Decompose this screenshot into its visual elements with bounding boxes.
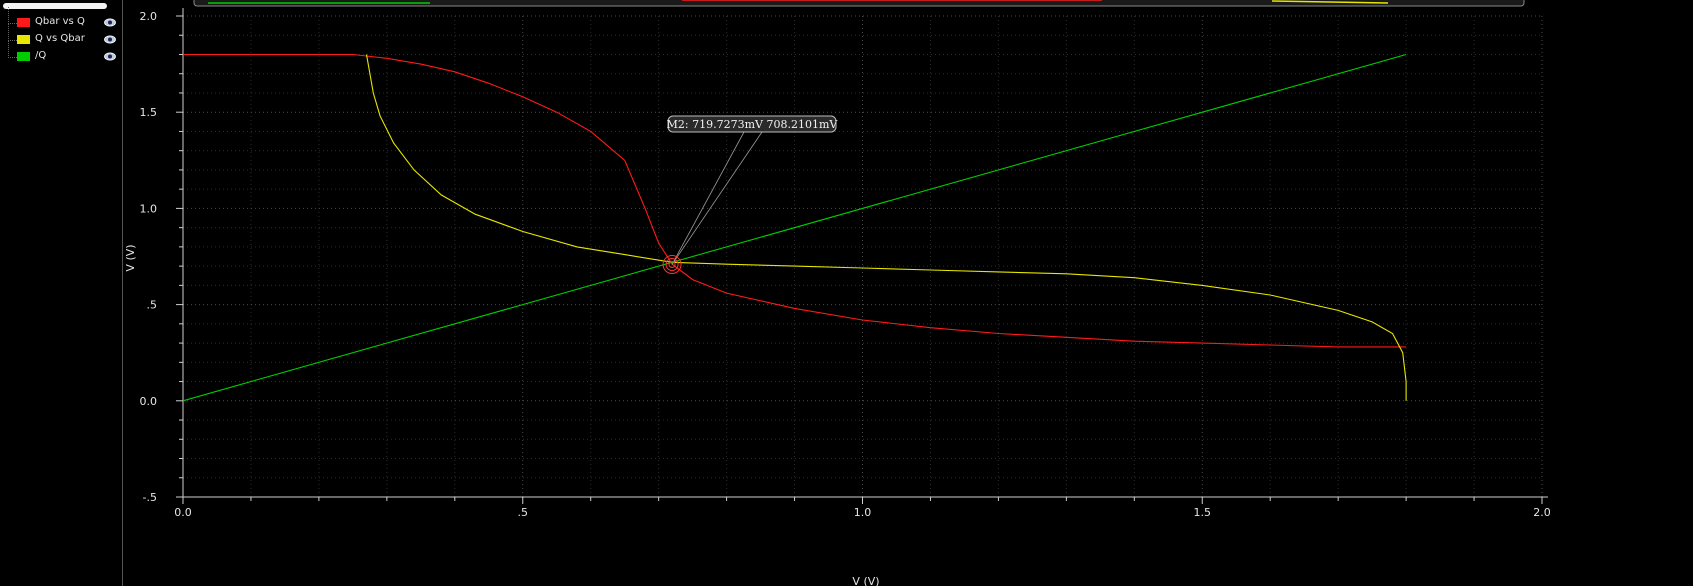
eye-icon[interactable] bbox=[104, 52, 116, 61]
marker-label: M2: 719.7273mV 708.2101mV bbox=[667, 118, 839, 131]
tree-connector bbox=[8, 41, 17, 58]
legend-label: /Q bbox=[35, 50, 46, 61]
tree-connector bbox=[8, 24, 17, 41]
x-axis-title: V (V) bbox=[852, 575, 879, 586]
marker-leader bbox=[672, 132, 762, 265]
legend-panel: Qbar vs Q Q vs Qbar/Q bbox=[0, 0, 123, 586]
x-tick-label: .5 bbox=[518, 506, 529, 519]
eye-icon[interactable] bbox=[104, 35, 116, 44]
x-tick-label: 1.5 bbox=[1194, 506, 1212, 519]
eye-icon[interactable] bbox=[104, 18, 116, 27]
legend-item[interactable]: Q vs Qbar bbox=[0, 32, 122, 48]
y-tick-label: 1.0 bbox=[140, 202, 158, 215]
legend-label: Qbar vs Q bbox=[35, 16, 85, 27]
tree-connector bbox=[8, 7, 17, 24]
y-tick-label: -.5 bbox=[143, 491, 157, 504]
axis-ticks: 0.0 .5 1.0 1.5 2.0 -.5 0.0 .5 1.0 1.5 2.0 bbox=[140, 10, 1551, 519]
legend-item[interactable]: /Q bbox=[0, 49, 122, 65]
legend-swatch bbox=[17, 35, 30, 44]
legend-item[interactable]: Qbar vs Q bbox=[0, 15, 122, 31]
legend-label: Q vs Qbar bbox=[35, 33, 85, 44]
legend-swatch bbox=[17, 18, 30, 27]
x-tick-label: 2.0 bbox=[1533, 506, 1551, 519]
x-tick-label: 1.0 bbox=[854, 506, 872, 519]
plot-area[interactable]: 0.0 .5 1.0 1.5 2.0 -.5 0.0 .5 1.0 1.5 2.0 M2: 719.… bbox=[122, 0, 1693, 586]
marker-m2[interactable]: M2: 719.7273mV 708.2101mV bbox=[663, 116, 838, 274]
legend-scrollbar[interactable] bbox=[3, 3, 107, 9]
plot-axes bbox=[183, 8, 1548, 497]
y-axis-title: V (V) bbox=[124, 244, 137, 271]
y-tick-label: 2.0 bbox=[140, 10, 158, 23]
legend-swatch bbox=[17, 52, 30, 61]
plot-grid bbox=[183, 16, 1542, 497]
y-tick-label: 0.0 bbox=[140, 395, 158, 408]
y-tick-label: 1.5 bbox=[140, 106, 158, 119]
x-tick-label: 0.0 bbox=[174, 506, 192, 519]
y-tick-label: .5 bbox=[147, 299, 158, 312]
